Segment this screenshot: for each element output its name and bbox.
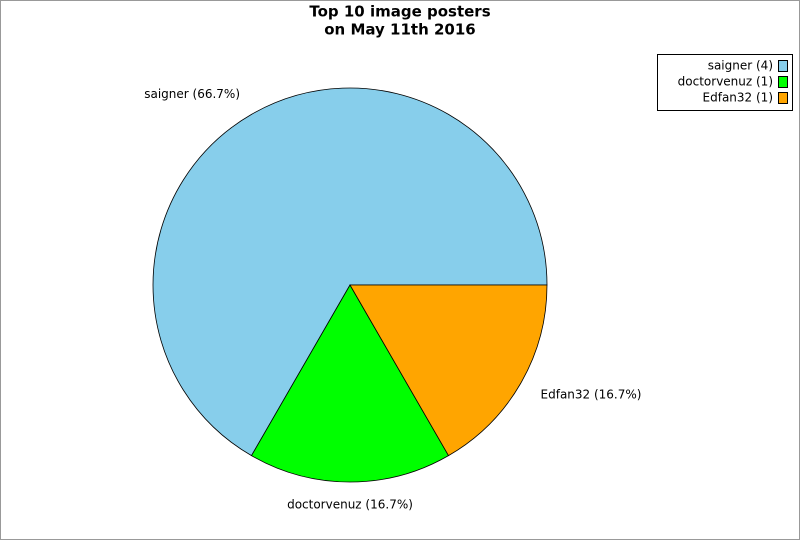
- slice-label: Edfan32 (16.7%): [541, 388, 642, 402]
- slice-label: saigner (66.7%): [144, 87, 240, 101]
- chart-title: on May 11th 2016: [324, 21, 476, 39]
- pie-slice: [250, 284, 450, 483]
- legend-box: [657, 54, 793, 111]
- chart-title: Top 10 image posters: [309, 3, 490, 21]
- legend-swatch: [778, 60, 788, 72]
- legend-label: Edfan32 (1): [703, 91, 773, 105]
- pie-slice: [152, 87, 548, 457]
- legend-swatch: [778, 92, 788, 104]
- legend-label: saigner (4): [708, 59, 773, 73]
- legend-label: doctorvenuz (1): [678, 75, 773, 89]
- pie-slice: [349, 284, 548, 457]
- slice-label: doctorvenuz (16.7%): [287, 498, 413, 512]
- legend-swatch: [778, 76, 788, 88]
